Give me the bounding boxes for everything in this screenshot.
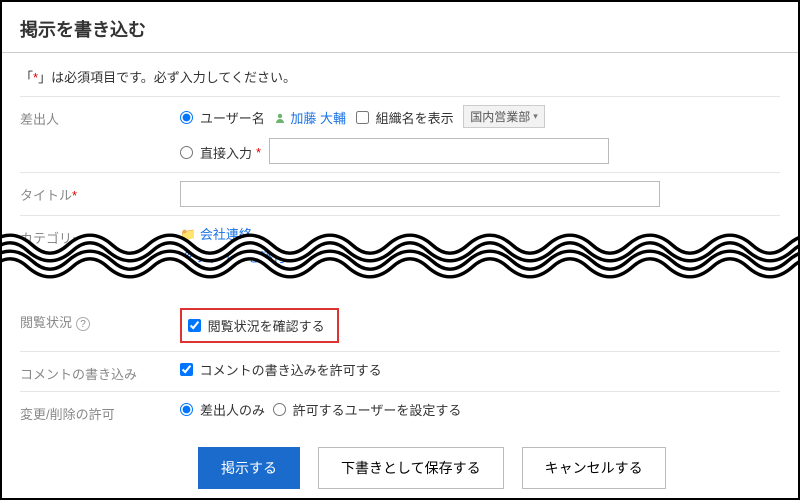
category-link[interactable]: 会社連絡	[200, 227, 252, 242]
page-title: 掲示を書き込む	[20, 16, 780, 42]
field-title	[180, 181, 780, 207]
help-icon[interactable]: ?	[76, 317, 90, 331]
row-sender: 差出人 ユーザー名 加藤 大輔 組織名を表示	[20, 96, 780, 172]
chevron-down-icon: ▾	[533, 111, 538, 122]
attach-link[interactable]: ファイルを添付	[180, 247, 286, 266]
radio-username[interactable]	[180, 111, 193, 124]
label-title: タイトル*	[20, 181, 180, 204]
button-row: 掲示する 下書きとして保存する キャンセルする	[20, 431, 780, 489]
field-sender: ユーザー名 加藤 大輔 組織名を表示 国内営業部 ▾	[180, 105, 780, 164]
field-comment: コメントの書き込みを許可する	[180, 360, 780, 379]
radio-username-label: ユーザー名	[200, 108, 265, 127]
radio-perm-sender[interactable]	[180, 403, 193, 416]
title-input[interactable]	[180, 181, 660, 207]
radio-perm-users-label: 許可するユーザーを設定する	[293, 400, 462, 419]
checkbox-read-status-label: 閲覧状況を確認する	[208, 319, 325, 334]
user-link[interactable]: 加藤 大輔	[290, 108, 346, 127]
form-container: 掲示を書き込む 「*」は必須項目です。必ず入力してください。 差出人 ユーザー名…	[0, 0, 800, 500]
checkbox-comment[interactable]	[180, 363, 193, 376]
radio-perm-users[interactable]	[273, 403, 286, 416]
checkbox-read-status[interactable]	[188, 319, 201, 332]
form-area: 差出人 ユーザー名 加藤 大輔 組織名を表示	[2, 96, 798, 489]
user-icon	[274, 112, 286, 124]
checkbox-comment-label: コメントの書き込みを許可する	[200, 363, 382, 378]
required-note: 「*」は必須項目です。必ず入力してください。	[2, 53, 798, 90]
checkbox-org-show-label: 組織名を表示	[376, 108, 454, 127]
header: 掲示を書き込む	[2, 2, 798, 53]
field-category: 📁 会社連絡 ファイルを添付	[180, 224, 780, 266]
draft-button[interactable]: 下書きとして保存する	[318, 447, 504, 489]
post-button[interactable]: 掲示する	[198, 447, 300, 489]
highlight-box: 閲覧状況を確認する	[180, 308, 339, 343]
label-read-status: 閲覧状況?	[20, 308, 180, 331]
radio-direct[interactable]	[180, 146, 193, 159]
folder-icon: 📁	[180, 227, 196, 242]
org-select[interactable]: 国内営業部 ▾	[463, 105, 545, 128]
label-comment: コメントの書き込み	[20, 360, 180, 383]
field-permission: 差出人のみ 許可するユーザーを設定する	[180, 400, 780, 419]
field-read-status: 閲覧状況を確認する	[180, 308, 780, 343]
cancel-button[interactable]: キャンセルする	[522, 447, 666, 489]
radio-direct-label: 直接入力	[200, 143, 252, 162]
row-comment: コメントの書き込み コメントの書き込みを許可する	[20, 351, 780, 391]
direct-input[interactable]	[269, 138, 609, 164]
label-category: カテゴリー	[20, 224, 180, 247]
checkbox-org-show[interactable]	[356, 111, 369, 124]
label-permission: 変更/削除の許可	[20, 400, 180, 423]
row-category: カテゴリー 📁 会社連絡 ファイルを添付	[20, 215, 780, 288]
row-read-status: 閲覧状況? 閲覧状況を確認する	[20, 288, 780, 351]
radio-perm-sender-label: 差出人のみ	[200, 400, 265, 419]
paperclip-icon	[180, 251, 192, 263]
label-sender: 差出人	[20, 105, 180, 128]
row-title: タイトル*	[20, 172, 780, 215]
row-permission: 変更/削除の許可 差出人のみ 許可するユーザーを設定する	[20, 391, 780, 431]
